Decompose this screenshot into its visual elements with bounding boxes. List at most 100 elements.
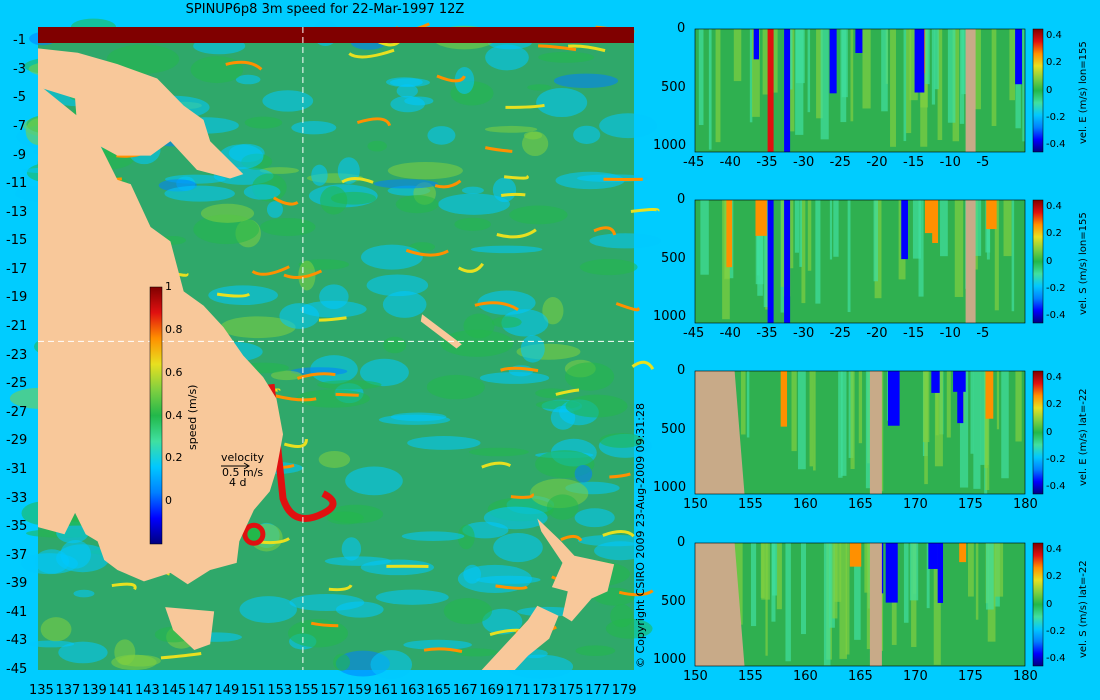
section-colorbar-2 [1032,370,1044,495]
section-colorbar-tick: -0.2 [1046,453,1066,465]
section-x-tick-label: 160 [793,669,818,684]
section-y-tick-label: 1000 [653,480,687,496]
new-guinea-land [38,48,244,179]
section-x-tick-label: 175 [958,497,983,512]
map-x-tick-label: 151 [240,683,266,698]
section-colorbar-tick: 0 [1046,598,1053,610]
map-x-tick-label: 139 [81,683,107,698]
map-y-tick-label: -9 [13,147,26,163]
section-y-tick-label: 1000 [653,138,687,154]
section-colorbar-tick: -0.4 [1046,653,1066,665]
section-y-tick-label: 1000 [653,652,687,668]
section-x-tick-label: -5 [976,326,990,341]
map-y-tick-label: -3 [13,61,26,77]
section-x-tick-label: -45 [683,326,705,341]
section-x-tick-label: -45 [683,155,705,170]
section-x-tick-label: -10 [939,155,961,170]
section-y-tick-label: 500 [661,79,686,95]
map-y-tick-label: -29 [6,433,28,449]
map-y-tick-label: -5 [13,90,26,106]
map-y-tick-label: -39 [6,576,28,592]
section-colorbar-tick: 0.2 [1046,399,1062,411]
map-y-tick-label: -17 [6,261,28,277]
section-colorbar-tick: 0.2 [1046,228,1062,240]
map-y-tick-label: -37 [6,547,28,563]
velocity-key-arrow [221,462,250,470]
section-x-tick-label: 175 [958,669,983,684]
speed-map [9,18,662,679]
speed-colorbar-tick: 0 [165,494,172,508]
map-x-tick-label: 175 [558,683,584,698]
new-zealand-south-land [481,605,559,670]
section-x-tick-label: 165 [848,669,873,684]
map-x-tick-label: 137 [55,683,81,698]
map-x-tick-label: 173 [532,683,558,698]
map-x-tick-label: 165 [426,683,452,698]
section-x-tick-label: 150 [683,669,708,684]
section-y-tick-label: 500 [661,421,686,437]
tasmania-land [165,607,215,650]
map-y-tick-label: -21 [6,319,28,335]
velocity-key-speed: 0.5 m/s [222,466,264,479]
section-x-tick-label: -30 [793,326,815,341]
section-colorbar-tick: 0.4 [1046,200,1062,212]
section-colorbar-1 [1032,199,1044,324]
section-y-tick-label: 0 [677,363,686,378]
section-colorbar-label: vel. E (m/s) lon=155 [1078,41,1089,144]
section-colorbar-tick: 0 [1046,426,1053,438]
section-x-tick-label: 155 [738,497,763,512]
map-x-tick-label: 147 [187,683,213,698]
section-colorbar-label: vel. E (m/s) lat=-22 [1078,388,1089,486]
map-y-tick-label: -33 [6,490,28,506]
section-x-tick-label: 170 [903,669,928,684]
map-y-tick-label: -41 [6,604,28,620]
new-zealand-north-land [537,518,615,622]
speed-colorbar-tick: 0.8 [165,322,183,336]
map-y-tick-label: -15 [6,233,28,249]
section-y-tick-label: 1000 [653,309,687,325]
section-x-tick-label: -25 [829,155,851,170]
map-x-tick-label: 169 [479,683,505,698]
map-x-tick-label: 179 [611,683,637,698]
section-colorbar-tick: -0.4 [1046,310,1066,322]
velocity-key-title: velocity [221,451,264,464]
map-x-tick-label: 177 [585,683,611,698]
section-colorbar-tick: -0.2 [1046,111,1066,123]
section-x-tick-label: -5 [976,155,990,170]
map-y-tick-label: -7 [13,119,26,135]
section-y-tick-label: 0 [677,21,686,36]
section-colorbar-tick: 0.2 [1046,571,1062,583]
map-x-tick-label: 145 [161,683,187,698]
section-x-tick-label: 155 [738,669,763,684]
section-x-tick-label: -20 [866,326,888,341]
map-y-tick-label: -45 [6,662,28,677]
section-y-tick-label: 0 [677,192,686,207]
chart-title: SPINUP6p8 3m speed for 22-Mar-1997 12Z [185,2,465,17]
section-x-tick-label: -10 [939,326,961,341]
map-x-tick-label: 153 [267,683,293,698]
section-x-tick-label: -15 [903,326,925,341]
velocity-key-duration: 4 d [229,476,247,489]
map-x-tick-label: 141 [108,683,134,698]
map-y-tick-label: -27 [6,404,28,420]
section-x-tick-label: -40 [719,326,741,341]
section-panel-0 [694,28,1026,153]
section-colorbar-label: vel. S (m/s) lat=-22 [1078,560,1089,658]
section-x-tick-label: 180 [1013,497,1038,512]
section-panel-3 [694,542,1026,667]
section-colorbar-tick: 0.2 [1046,57,1062,69]
map-x-tick-label: 143 [134,683,160,698]
section-colorbar-tick: -0.2 [1046,282,1066,294]
section-panel-2 [694,370,1026,495]
map-x-tick-label: 167 [452,683,478,698]
speed-colorbar-tick: 0.4 [165,408,183,422]
section-x-tick-label: -25 [829,326,851,341]
section-colorbar-tick: 0 [1046,84,1053,96]
map-y-tick-label: -35 [6,519,28,535]
section-colorbar-tick: 0.4 [1046,371,1062,383]
section-colorbar-tick: -0.4 [1046,481,1066,493]
section-panel-1 [694,199,1026,324]
section-colorbar-0 [1032,28,1044,153]
speed-map-plot [9,18,662,679]
map-x-tick-label: 135 [29,683,54,698]
